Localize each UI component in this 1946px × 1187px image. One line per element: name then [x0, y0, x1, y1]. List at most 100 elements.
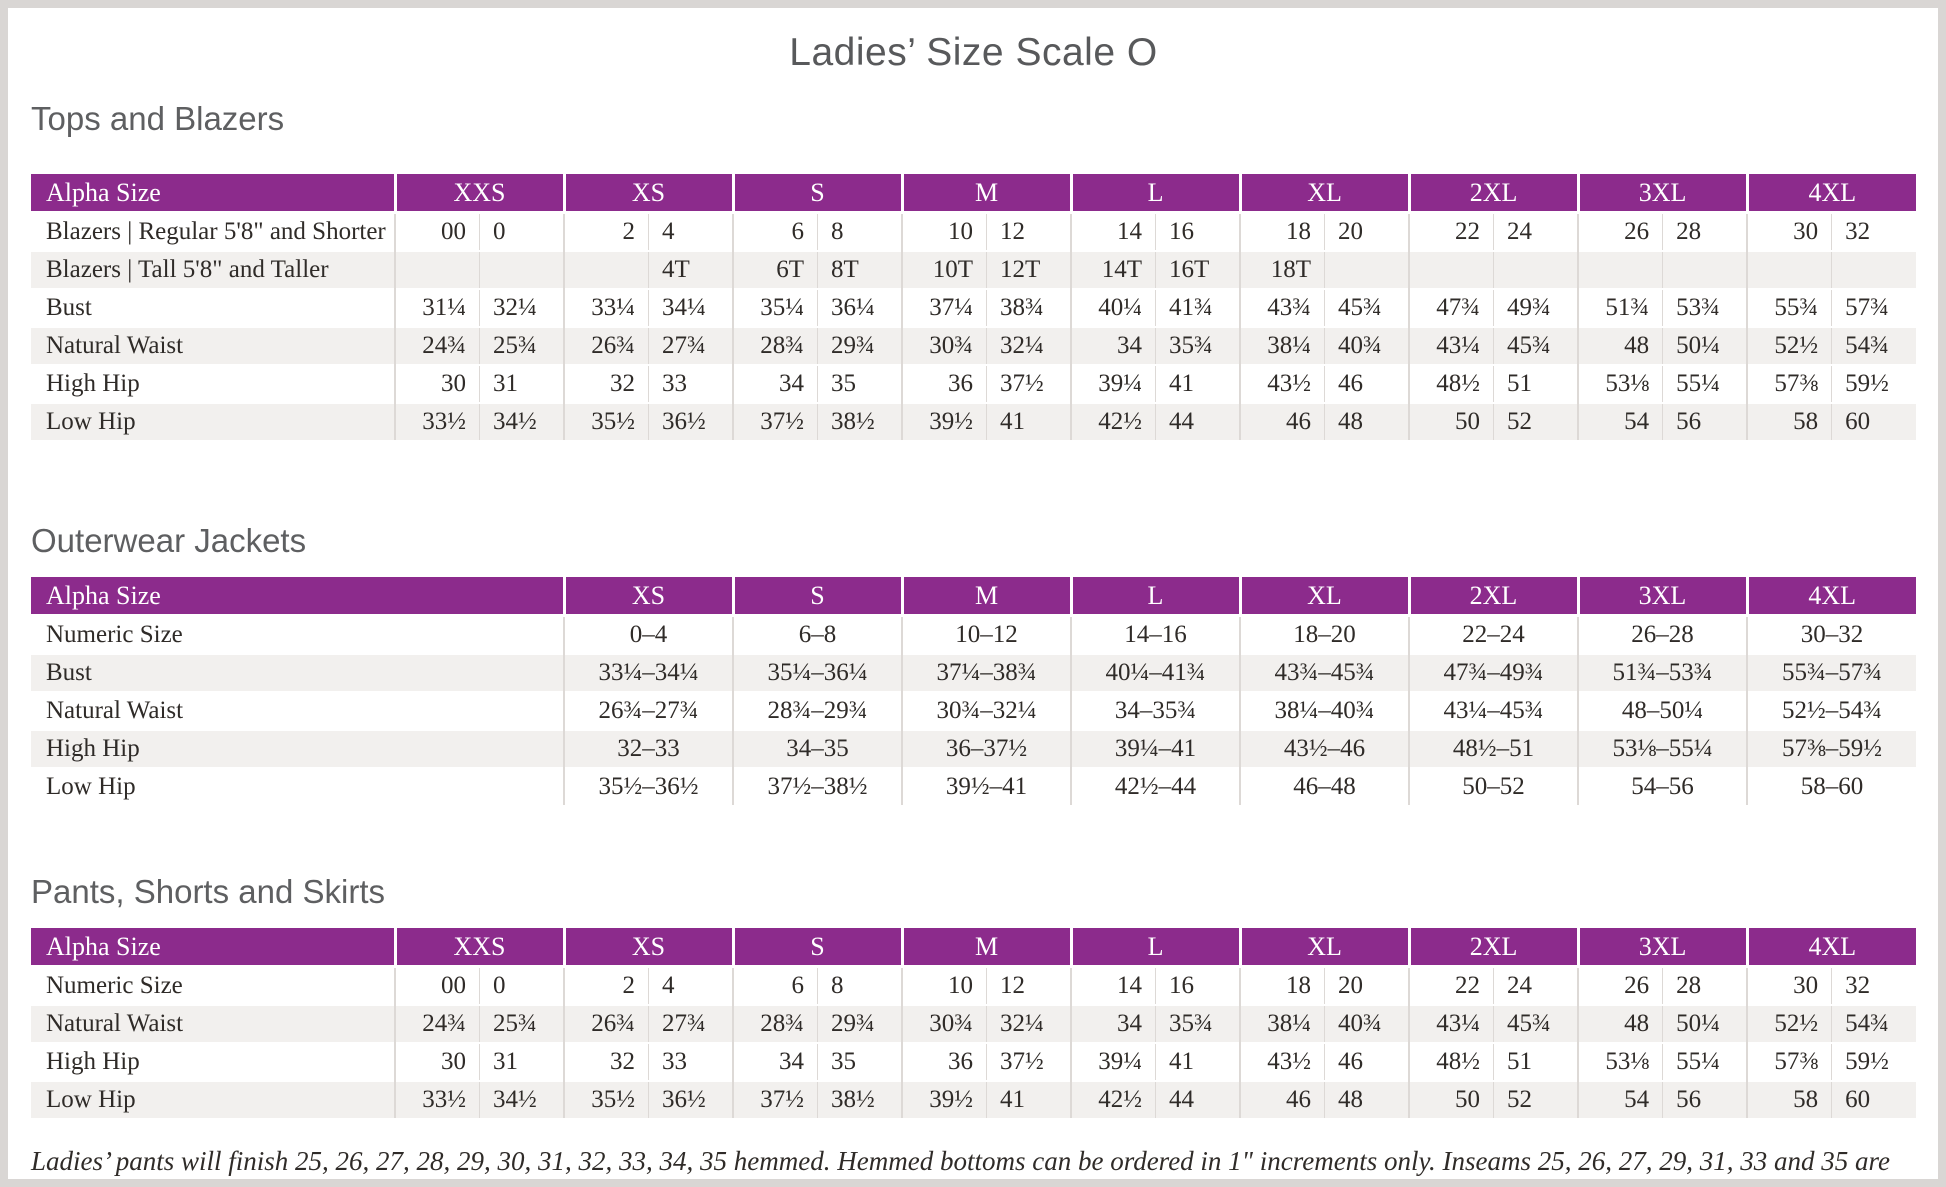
document-page: Ladies’ Size Scale O Tops and Blazers Alp…: [8, 8, 1938, 1179]
size-value-cell: 34: [732, 365, 818, 403]
size-value-cell: 51: [1493, 1043, 1579, 1081]
section-tops-and-blazers: Tops and Blazers Alpha Size XXS XS S M L XL 2XL 3…: [31, 98, 1917, 440]
size-value-cell: 41: [1155, 365, 1241, 403]
size-value-cell: 35¼–36¼: [732, 654, 902, 692]
size-value-cell: 26¾–27¾: [563, 692, 733, 730]
size-value-cell: 26: [1577, 212, 1663, 251]
size-value-cell: 36: [901, 365, 987, 403]
row-label: Low Hip: [46, 1086, 136, 1113]
size-value-cell: 31: [479, 365, 565, 403]
size-value-cell: 31: [479, 1043, 565, 1081]
size-value-cell: 43¼: [1408, 327, 1494, 365]
size-value-cell: 33¼–34¼: [563, 654, 733, 692]
table-row: Bust 31¼ 32¼ 33¼ 34¼ 35¼ 36¼ 37¼ 38¾ 40¼ 41¾ 43¾ 45¾…: [31, 289, 1917, 327]
size-value-cell: 00: [394, 966, 480, 1005]
size-value-cell: 4T: [648, 251, 734, 289]
size-value-cell: 28¾: [732, 327, 818, 365]
size-value-cell: 42½–44: [1070, 768, 1240, 805]
size-value-cell: 54: [1577, 1081, 1663, 1118]
size-column-header-2xl: 2XL: [1407, 928, 1579, 968]
size-column-header-s: S: [731, 928, 903, 968]
table-row: Low Hip 33½ 34½ 35½ 36½ 37½ 38½ 39½ 41 42½ 44 46 48 5…: [31, 403, 1917, 440]
size-value-cell: 36½: [648, 403, 734, 440]
size-value-cell: 33¼: [563, 289, 649, 327]
row-label: Numeric Size: [46, 972, 183, 999]
size-value-cell: 38¾: [986, 289, 1072, 327]
size-column-header-l: L: [1069, 928, 1241, 968]
size-value-cell: [1324, 251, 1410, 289]
size-value-cell: 48½–51: [1408, 730, 1578, 768]
size-value-cell: 36–37½: [901, 730, 1071, 768]
size-value-cell: 44: [1155, 403, 1241, 440]
size-value-cell: 53⅛: [1577, 1043, 1663, 1081]
size-value-cell: 53⅛–55¼: [1577, 730, 1747, 768]
size-value-cell: 0: [479, 212, 565, 251]
size-value-cell: 46: [1239, 403, 1325, 440]
size-value-cell: 00: [394, 212, 480, 251]
size-value-cell: 37¼–38¾: [901, 654, 1071, 692]
size-value-cell: 26: [1577, 966, 1663, 1005]
size-value-cell: 48: [1577, 1005, 1663, 1043]
size-value-cell: 26¾: [563, 327, 649, 365]
size-value-cell: 0: [479, 966, 565, 1005]
size-value-cell: 33½: [394, 403, 480, 440]
size-column-header-2xl: 2XL: [1407, 174, 1579, 214]
size-value-cell: 39¼: [1070, 365, 1156, 403]
size-value-cell: 8: [817, 966, 903, 1005]
row-label: High Hip: [46, 735, 140, 762]
size-value-cell: 16: [1155, 966, 1241, 1005]
size-value-cell: 54–56: [1577, 768, 1747, 805]
size-value-cell: 25¾: [479, 327, 565, 365]
size-value-cell: 52: [1493, 403, 1579, 440]
size-value-cell: 56: [1662, 1081, 1748, 1118]
section-heading-tops-and-blazers: Tops and Blazers: [31, 100, 285, 137]
size-column-header-l: L: [1069, 174, 1241, 214]
table-row: Numeric Size 0–4 6–8 10–12 14–16 18–20 22–24 26…: [31, 615, 1916, 654]
size-value-cell: 37½: [732, 1081, 818, 1118]
size-value-cell: 45¾: [1493, 327, 1579, 365]
size-value-cell: 2: [563, 212, 649, 251]
size-value-cell: 38¼: [1239, 1005, 1325, 1043]
size-value-cell: 41: [986, 1081, 1072, 1118]
size-value-cell: 59½: [1831, 365, 1917, 403]
size-value-cell: 12: [986, 212, 1072, 251]
size-column-header-xl: XL: [1238, 928, 1410, 968]
size-value-cell: 30¾: [901, 327, 987, 365]
size-value-cell: 43½–46: [1239, 730, 1409, 768]
size-value-cell: 18: [1239, 966, 1325, 1005]
size-column-header-s: S: [731, 577, 902, 617]
size-value-cell: 30¾: [901, 1005, 987, 1043]
size-value-cell: 54¾: [1831, 327, 1917, 365]
size-value-cell: 20: [1324, 966, 1410, 1005]
size-value-cell: 40¾: [1324, 327, 1410, 365]
size-table-pants-shorts-and-skirts: Alpha Size XXS XS S M L XL 2XL 3XL 4XL Numeric Siz…: [31, 928, 1917, 1118]
size-value-cell: 14: [1070, 966, 1156, 1005]
size-value-cell: 12: [986, 966, 1072, 1005]
size-value-cell: 16T: [1155, 251, 1241, 289]
row-label: Natural Waist: [46, 332, 184, 359]
size-value-cell: 30: [1746, 212, 1832, 251]
size-column-header-xxs: XXS: [393, 174, 565, 214]
size-value-cell: 27¾: [648, 1005, 734, 1043]
alpha-size-header: Alpha Size: [31, 577, 564, 617]
size-value-cell: 44: [1155, 1081, 1241, 1118]
size-value-cell: 57¾: [1831, 289, 1917, 327]
size-column-header-m: M: [900, 928, 1072, 968]
size-value-cell: 60: [1831, 403, 1917, 440]
size-value-cell: 51¾: [1577, 289, 1663, 327]
size-value-cell: 10: [901, 966, 987, 1005]
row-label: Bust: [46, 294, 92, 321]
size-value-cell: 49¾: [1493, 289, 1579, 327]
size-value-cell: 27¾: [648, 327, 734, 365]
header-row: Alpha Size XS S M L XL 2XL 3XL 4XL: [31, 577, 1916, 617]
size-value-cell: 32¼: [479, 289, 565, 327]
size-value-cell: 28: [1662, 966, 1748, 1005]
size-value-cell: 55¾–57¾: [1746, 654, 1916, 692]
size-value-cell: 51¾–53¾: [1577, 654, 1747, 692]
row-label: Low Hip: [46, 408, 136, 435]
table-row: Natural Waist 26¾–27¾ 28¾–29¾ 30¾–32¼ 34–35¾…: [31, 692, 1916, 730]
size-value-cell: [1831, 251, 1917, 289]
size-value-cell: 28¾–29¾: [732, 692, 902, 730]
size-value-cell: 37½–38½: [732, 768, 902, 805]
size-value-cell: 25¾: [479, 1005, 565, 1043]
